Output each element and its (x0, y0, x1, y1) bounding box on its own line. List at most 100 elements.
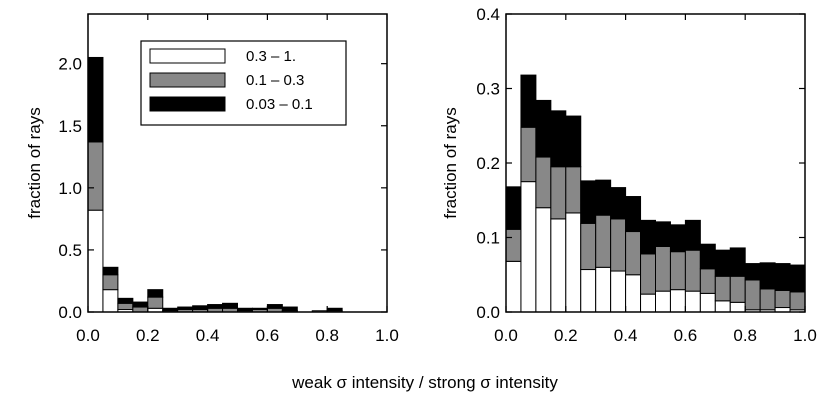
y-axis-label: fraction of rays (25, 107, 44, 219)
y-tick-label: 0.0 (476, 303, 500, 322)
bar-mid-segment (669, 251, 686, 291)
bar-mid-segment (565, 166, 582, 214)
bar-mid-segment (714, 275, 731, 302)
x-tick-label: 0.0 (494, 326, 518, 345)
x-tick-label: 0.2 (136, 326, 160, 345)
bar-high-segment (610, 270, 627, 313)
bar-high-segment (102, 289, 119, 313)
legend-swatch (149, 48, 226, 64)
bar-mid-segment (684, 249, 701, 292)
bar-low-segment (87, 56, 104, 143)
bar-low-segment (774, 263, 791, 291)
bar-mid-segment (640, 253, 656, 295)
legend-label: 0.3 – 1. (246, 48, 296, 65)
x-tick-label: 0.6 (674, 326, 698, 345)
bar-high-segment (640, 293, 656, 313)
bar-mid-segment (535, 156, 552, 209)
bar-low-segment (640, 219, 656, 255)
bar-low-segment (595, 179, 612, 216)
bar-low-segment (102, 266, 119, 276)
x-tick-label: 1.0 (793, 326, 817, 345)
bar-low-segment (729, 247, 746, 277)
y-tick-label: 0.2 (476, 154, 500, 173)
bar-mid-segment (774, 289, 791, 309)
bar-low-segment (222, 302, 239, 309)
bar-low-segment (520, 74, 537, 128)
bar-mid-segment (520, 126, 537, 183)
x-tick-label: 1.0 (375, 326, 399, 345)
bar-low-segment (669, 224, 686, 253)
x-tick-label: 0.4 (196, 326, 220, 345)
y-tick-label: 1.0 (58, 179, 82, 198)
bar-mid-segment (625, 231, 642, 276)
bar-mid-segment (699, 268, 716, 294)
bar-low-segment (147, 289, 164, 298)
bar-low-segment (251, 307, 268, 311)
bar-high-segment (699, 292, 716, 313)
bar-low-segment (207, 304, 224, 309)
bar-high-segment (87, 209, 104, 313)
bar-low-segment (550, 110, 567, 168)
bar-high-segment (714, 300, 731, 313)
bar-high-segment (729, 301, 746, 313)
bar-mid-segment (744, 279, 761, 311)
bar-low-segment (237, 307, 253, 312)
bar-high-segment (550, 218, 567, 313)
legend-swatch (149, 96, 226, 112)
x-axis-label: weak σ intensity / strong σ intensity (291, 373, 558, 392)
bar-high-segment (580, 269, 597, 313)
y-axis-label: fraction of rays (441, 107, 460, 219)
bar-high-segment (565, 212, 582, 313)
left-histogram-panel: 0.0 0.2 0.4 0.6 0.8 1.0 0.0 0.5 1.0 1.5 2.0 fractio… (25, 13, 399, 345)
bar-low-segment (565, 115, 582, 168)
bar-low-segment (699, 243, 716, 270)
bar-mid-segment (117, 302, 134, 311)
bar-low-segment (625, 196, 642, 233)
bar-low-segment (535, 99, 552, 158)
bar-mid-segment (595, 214, 612, 268)
bar-low-segment (281, 306, 298, 312)
bar-mid-segment (102, 274, 119, 291)
y-tick-label: 0.3 (476, 80, 500, 99)
bar-mid-segment (505, 228, 522, 262)
bar-low-segment (117, 297, 134, 304)
bar-low-segment (655, 221, 671, 247)
bar-low-segment (714, 249, 731, 277)
bar-mid-segment (655, 245, 671, 292)
bar-high-segment (669, 289, 686, 313)
bar-high-segment (520, 181, 537, 313)
bar-low-segment (505, 186, 522, 230)
plot-frame (87, 13, 388, 313)
y-tick-label: 1.5 (58, 117, 82, 136)
x-tick-label: 0.8 (315, 326, 339, 345)
bar-low-segment (326, 307, 343, 312)
bar-mid-segment (789, 291, 806, 311)
y-tick-label: 0.4 (476, 5, 500, 24)
legend-label: 0.1 – 0.3 (246, 72, 304, 89)
y-tick-label: 0.5 (58, 241, 82, 260)
bar-low-segment (177, 306, 194, 311)
bar-low-segment (580, 180, 597, 224)
bar-mid-segment (610, 218, 627, 272)
legend: 0.3 – 1. 0.1 – 0.3 0.03 – 0.1 (140, 40, 347, 126)
x-tick-label: 0.8 (733, 326, 757, 345)
bar-low-segment (744, 263, 761, 281)
bar-low-segment (266, 304, 283, 309)
x-tick-label: 0.4 (614, 326, 638, 345)
bar-mid-segment (759, 288, 776, 311)
x-tick-label: 0.2 (554, 326, 578, 345)
legend-label: 0.03 – 0.1 (246, 96, 313, 113)
bar-high-segment (684, 290, 701, 313)
bar-mid-segment (550, 166, 567, 220)
bar-mid-segment (147, 296, 164, 309)
bar-high-segment (655, 290, 671, 313)
bar-low-segment (610, 187, 627, 220)
x-tick-label: 0.0 (76, 326, 100, 345)
bar-low-segment (789, 264, 806, 293)
bar-high-segment (625, 274, 642, 313)
bar-low-segment (162, 307, 179, 312)
bar-high-segment (505, 260, 522, 313)
y-tick-label: 0.1 (476, 229, 500, 248)
y-tick-label: 0.0 (58, 303, 82, 322)
y-tick-label: 2.0 (58, 55, 82, 74)
